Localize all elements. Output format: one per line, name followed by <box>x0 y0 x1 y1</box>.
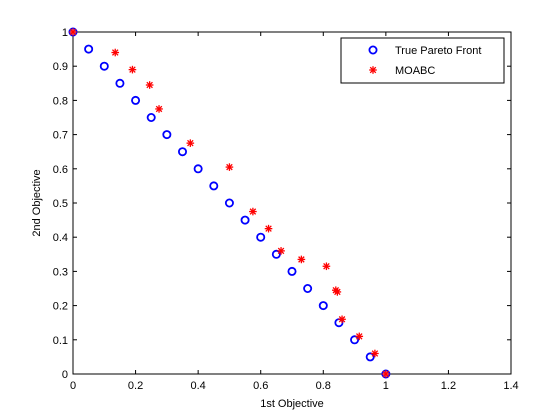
x-axis-label: 1st Objective <box>260 398 324 410</box>
y-tick-label: 0.2 <box>53 301 68 313</box>
data-point-moabc <box>146 81 154 89</box>
x-tick-label: 1 <box>383 380 389 392</box>
data-point-moabc <box>334 288 342 296</box>
y-tick-label: 0 <box>62 369 68 381</box>
x-tick-label: 0.6 <box>253 380 268 392</box>
y-tick-label: 0.7 <box>53 130 68 142</box>
data-point-moabc <box>265 225 273 233</box>
data-point-moabc <box>298 256 306 264</box>
y-tick-label: 0.5 <box>53 198 68 210</box>
x-tick-label: 0.4 <box>190 380 205 392</box>
data-point-moabc <box>129 66 137 74</box>
data-point-moabc <box>69 28 77 36</box>
data-point-moabc <box>338 315 346 323</box>
x-tick-label: 1.2 <box>441 380 456 392</box>
legend-marker-moabc <box>369 66 377 74</box>
data-point-moabc <box>355 333 363 341</box>
data-point-moabc <box>155 105 163 113</box>
data-point-moabc <box>226 163 234 171</box>
y-tick-label: 0.9 <box>53 61 68 73</box>
data-point-moabc <box>323 262 331 270</box>
y-tick-label: 0.8 <box>53 95 68 107</box>
y-tick-label: 0.4 <box>53 232 68 244</box>
legend-star-marker <box>369 66 377 74</box>
data-point-moabc <box>249 208 257 216</box>
data-point-moabc <box>187 139 195 147</box>
data-point-moabc <box>111 49 119 57</box>
y-tick-label: 0.3 <box>53 266 68 278</box>
y-axis-label: 2nd Objective <box>31 169 43 236</box>
y-tick-label: 0.6 <box>53 164 68 176</box>
data-point-moabc <box>277 247 285 255</box>
y-tick-label: 0.1 <box>53 335 68 347</box>
legend-label-moabc: MOABC <box>395 65 435 77</box>
y-tick-label: 1 <box>62 27 68 39</box>
x-tick-label: 0.8 <box>316 380 331 392</box>
x-tick-label: 0 <box>70 380 76 392</box>
data-point-moabc <box>382 370 390 378</box>
legend: True Pareto Front MOABC <box>341 38 504 83</box>
x-tick-label: 0.2 <box>128 380 143 392</box>
legend-label-true-pareto-front: True Pareto Front <box>395 45 481 57</box>
data-point-moabc <box>371 350 379 358</box>
x-tick-label: 1.4 <box>503 380 518 392</box>
